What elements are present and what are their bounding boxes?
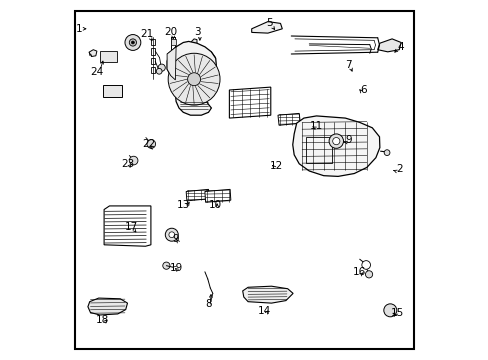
Text: 15: 15 (390, 308, 403, 318)
Text: 16: 16 (352, 267, 366, 277)
Text: 10: 10 (209, 200, 222, 210)
Circle shape (187, 73, 200, 86)
Text: 8: 8 (205, 299, 211, 309)
Circle shape (125, 35, 141, 50)
Circle shape (170, 81, 176, 86)
Circle shape (190, 49, 196, 56)
Circle shape (328, 134, 343, 148)
Circle shape (129, 39, 136, 46)
Polygon shape (242, 286, 292, 303)
Text: 3: 3 (194, 27, 201, 37)
Text: 23: 23 (121, 159, 134, 169)
Text: 6: 6 (359, 85, 366, 95)
Circle shape (156, 68, 162, 74)
Polygon shape (88, 298, 127, 315)
Polygon shape (151, 58, 155, 64)
Circle shape (361, 261, 370, 269)
Circle shape (332, 138, 339, 145)
Circle shape (192, 59, 197, 64)
Text: 18: 18 (96, 315, 109, 325)
Text: 5: 5 (266, 18, 272, 28)
Circle shape (131, 41, 134, 44)
Polygon shape (89, 50, 97, 57)
Polygon shape (277, 113, 300, 125)
Circle shape (129, 156, 138, 165)
Polygon shape (186, 189, 209, 201)
Text: 11: 11 (309, 121, 323, 131)
Text: 9: 9 (345, 135, 351, 145)
Bar (103, 85, 122, 97)
Text: 1: 1 (76, 24, 82, 34)
Circle shape (383, 304, 396, 317)
Polygon shape (292, 116, 379, 176)
Text: 22: 22 (142, 139, 155, 149)
Polygon shape (191, 39, 197, 45)
Bar (100, 51, 117, 62)
Polygon shape (104, 206, 151, 246)
Bar (170, 69, 175, 75)
Text: 13: 13 (176, 200, 189, 210)
Polygon shape (151, 48, 155, 55)
Text: 19: 19 (169, 263, 183, 273)
Text: 20: 20 (164, 27, 177, 37)
Circle shape (365, 271, 372, 278)
Polygon shape (151, 39, 155, 45)
Polygon shape (251, 22, 282, 33)
Bar (170, 49, 175, 55)
Text: 2: 2 (395, 164, 402, 174)
Circle shape (384, 150, 389, 156)
Text: 4: 4 (397, 42, 404, 52)
Polygon shape (377, 39, 400, 52)
Polygon shape (229, 87, 270, 118)
Bar (306, 137, 331, 163)
Text: 9: 9 (172, 234, 179, 244)
Text: 17: 17 (124, 222, 138, 232)
Circle shape (168, 232, 174, 238)
Polygon shape (204, 189, 230, 202)
Bar (170, 59, 175, 65)
Polygon shape (167, 41, 216, 115)
Polygon shape (151, 67, 155, 73)
Bar (170, 39, 175, 45)
Text: 24: 24 (90, 67, 103, 77)
Text: 7: 7 (345, 60, 351, 70)
Text: 21: 21 (141, 29, 154, 39)
Text: 14: 14 (257, 306, 270, 316)
Circle shape (176, 83, 181, 88)
Circle shape (146, 140, 155, 148)
Circle shape (165, 228, 178, 241)
Polygon shape (167, 47, 176, 80)
Circle shape (168, 53, 220, 105)
Circle shape (158, 64, 165, 71)
Circle shape (163, 262, 170, 269)
Text: 12: 12 (270, 161, 283, 171)
